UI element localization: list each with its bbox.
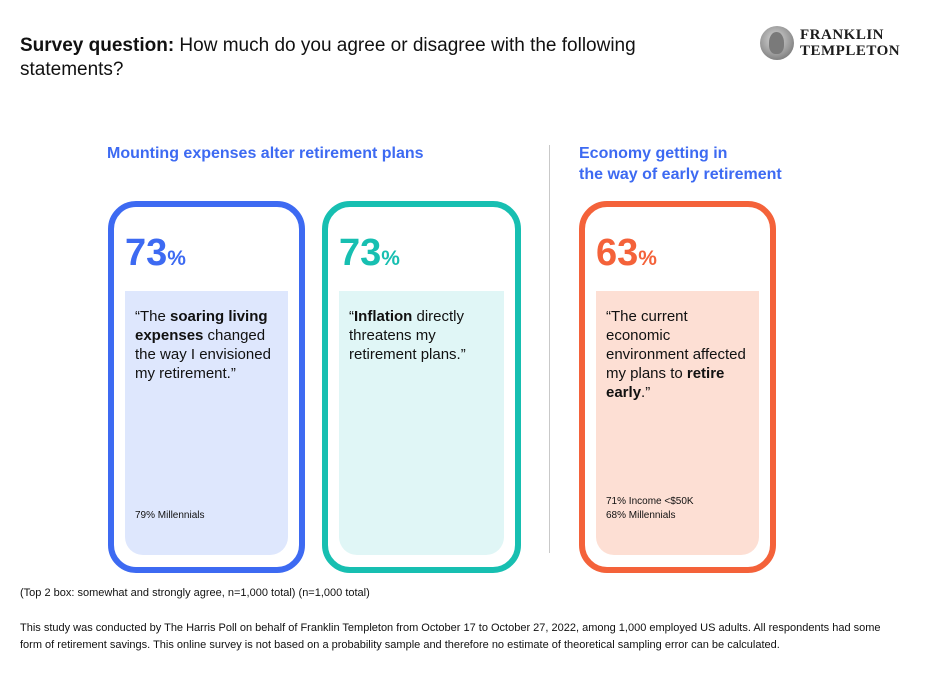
quote-text: “The soaring living expenses changed the… xyxy=(135,307,280,383)
stat-value: 73 xyxy=(339,232,382,274)
quote-panel: “Inflation directly threatens my retirem… xyxy=(339,291,504,555)
stat-percentage: 63% xyxy=(596,233,657,279)
logo-line-2: TEMPLETON xyxy=(800,43,901,59)
percent-sign: % xyxy=(167,247,186,270)
survey-question: Survey question: How much do you agree o… xyxy=(20,34,660,82)
card-note: 79% Millennials xyxy=(135,510,205,521)
stat-value: 73 xyxy=(125,232,168,274)
quote-text: “Inflation directly threatens my retirem… xyxy=(349,307,496,364)
quote-panel: “The current economic environment affect… xyxy=(596,291,759,555)
survey-question-label: Survey question: xyxy=(20,35,175,56)
stat-card-economy: 63% “The current economic environment af… xyxy=(579,201,776,573)
quote-panel: “The soaring living expenses changed the… xyxy=(125,291,288,555)
stat-percentage: 73% xyxy=(339,233,400,279)
percent-sign: % xyxy=(381,247,400,270)
logo-line-1: FRANKLIN xyxy=(800,27,885,43)
quote-part: directly threatens my retirement plans.” xyxy=(349,308,466,363)
quote-part: “The current economic environment affect… xyxy=(606,308,746,382)
section-title-expenses: Mounting expenses alter retirement plans xyxy=(107,145,424,162)
logo-wordmark: FRANKLIN TEMPLETON xyxy=(800,27,900,59)
portrait-icon xyxy=(760,26,794,60)
quote-part: “The xyxy=(135,308,171,325)
quote-part: .” xyxy=(641,384,651,401)
quote-emphasis: soaring living expenses xyxy=(135,308,268,344)
section-divider xyxy=(549,145,550,553)
card-note: 68% Millennials xyxy=(606,510,676,521)
section-title-economy: Economy getting in the way of early reti… xyxy=(579,143,782,185)
quote-text: “The current economic environment affect… xyxy=(606,307,751,402)
stat-value: 63 xyxy=(596,232,639,274)
card-note: 71% Income <$50K xyxy=(606,496,694,507)
study-disclaimer: This study was conducted by The Harris P… xyxy=(20,622,881,651)
survey-question-text: How much do you agree or disagree with t… xyxy=(20,35,636,80)
footnote: (Top 2 box: somewhat and strongly agree,… xyxy=(20,587,370,599)
quote-part: changed the way I envisioned my retireme… xyxy=(135,327,271,382)
stat-card-living-expenses: 73% “The soaring living expenses changed… xyxy=(108,201,305,573)
quote-part: “ xyxy=(349,308,354,325)
quote-emphasis: retire early xyxy=(606,365,725,401)
franklin-templeton-logo: FRANKLIN TEMPLETON xyxy=(760,26,900,60)
quote-emphasis: Inflation xyxy=(354,308,413,325)
section-title-economy-line-1: Economy getting in xyxy=(579,145,728,162)
section-title-economy-line-2: the way of early retirement xyxy=(579,166,782,183)
stat-card-inflation: 73% “Inflation directly threatens my ret… xyxy=(322,201,521,573)
percent-sign: % xyxy=(638,247,657,270)
stat-percentage: 73% xyxy=(125,233,186,279)
